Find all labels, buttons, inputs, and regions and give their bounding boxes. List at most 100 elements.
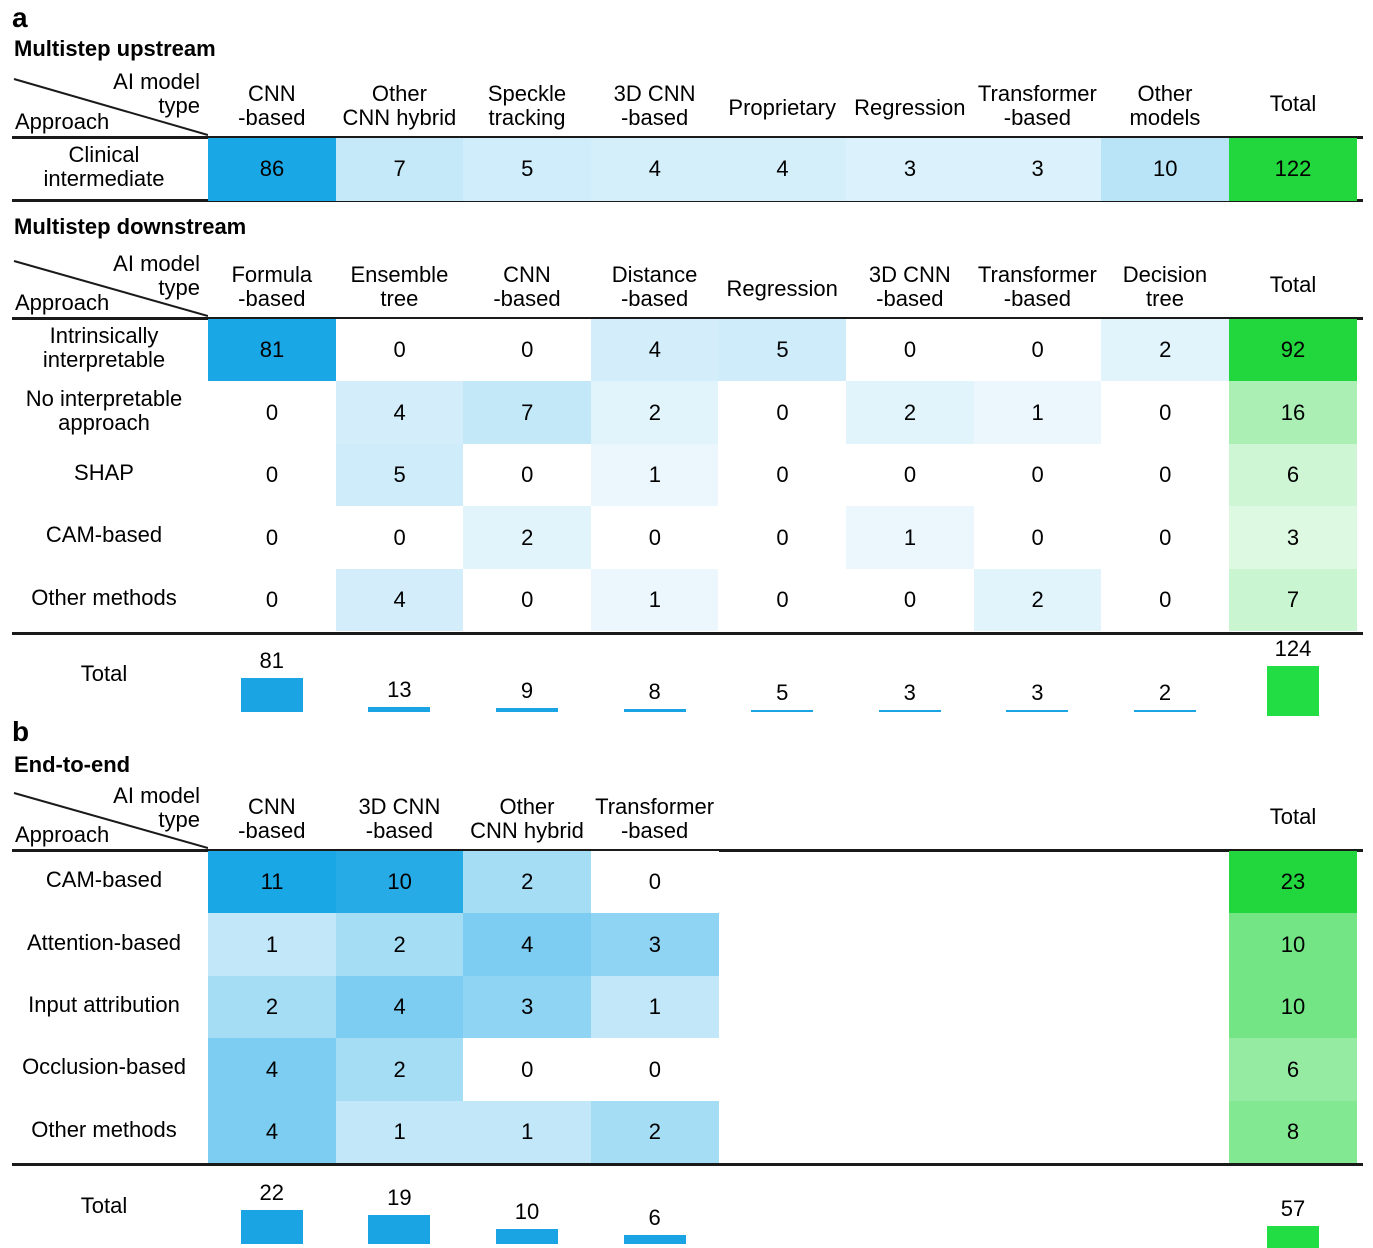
column-header: Regression [854,95,966,120]
row-label: Occlusion-based [22,1054,186,1080]
column-total-bar [368,706,431,712]
column-total-value: 10 [514,1198,540,1224]
heatmap-cell: 4 [590,319,719,382]
row-total-cell: 8 [1229,1100,1357,1164]
heatmap-cell: 4 [718,138,847,201]
column-total-value: 2 [1158,679,1172,705]
corner-label-approach: Approach [15,822,110,847]
corner-diagonal-line [13,260,208,317]
corner-diagonal-line [13,792,208,849]
totals-row-label: Total [80,1193,128,1218]
column-header: Formula -based [231,262,313,311]
heatmap-cell: 0 [590,851,719,914]
heatmap-cell: 86 [208,138,337,201]
column-header: Transformer -based [977,262,1097,311]
grand-total-value: 124 [1274,636,1312,661]
heatmap-cell: 2 [463,851,592,914]
column-header-total: Total [1269,91,1317,116]
row-total-cell: 92 [1229,319,1357,382]
section-title: Multistep downstream [14,214,247,239]
column-total-bar [1006,709,1069,712]
heatmap-cell: 4 [208,1038,337,1102]
heatmap-cell: 0 [590,1038,719,1102]
column-header: Transformer -based [595,794,715,843]
heatmap-cell: 0 [718,381,847,445]
heatmap-cell: 0 [208,443,337,507]
column-total-value: 3 [903,679,916,705]
heatmap-cell: 5 [718,319,847,382]
heatmap-cell: 4 [335,975,464,1039]
bottom-rule [12,1163,1363,1166]
row-total-cell: 10 [1229,975,1357,1039]
column-total-bar [623,708,686,712]
column-total-value: 3 [1031,679,1044,705]
heatmap-cell: 0 [463,319,592,382]
heatmap-cell: 11 [208,851,337,914]
heatmap-cell: 4 [590,138,719,201]
column-total-bar [623,1234,686,1244]
heatmap-cell: 0 [463,1038,592,1102]
column-total-value: 22 [259,1180,285,1205]
grand-total-value: 57 [1280,1196,1306,1221]
heatmap-cell: 7 [335,138,464,201]
heatmap-cell: 10 [335,851,464,914]
row-label: No interpretable approach [25,385,183,435]
row-total-cell: 3 [1229,506,1357,570]
heatmap-cell: 0 [973,443,1102,507]
heatmap-cell: 3 [973,138,1102,201]
corner-label-model-type: AI model type [113,251,200,300]
column-header: Distance -based [611,262,698,311]
column-total-value: 5 [776,679,789,705]
heatmap-cell: 0 [335,319,464,382]
heatmap-cell: 2 [846,381,975,445]
heatmap-cell: 4 [463,913,592,977]
column-total-bar [496,708,558,712]
panel-letter: b [12,716,30,747]
column-header: 3D CNN -based [868,262,951,311]
corner-diagonal-line [13,78,208,136]
heatmap-cell: 0 [335,506,464,570]
column-total-value: 8 [648,678,661,704]
column-header-total: Total [1269,272,1317,297]
column-header: 3D CNN -based [613,81,696,130]
column-header: CNN -based [238,794,306,843]
column-header: 3D CNN -based [358,794,441,843]
row-total-cell: 6 [1229,443,1357,507]
heatmap-cell: 0 [463,568,592,632]
heatmap-cell: 5 [335,443,464,507]
heatmap-cell: 0 [1101,568,1230,632]
heatmap-cell: 1 [208,913,337,977]
grand-total-bar [1267,1226,1319,1248]
corner-label-approach: Approach [15,109,110,134]
heatmap-cell: 1 [335,1100,464,1164]
row-label: SHAP [74,460,134,485]
heatmap-cell: 0 [846,443,975,507]
heatmap-cell: 0 [463,443,592,507]
heatmap-cell: 0 [590,506,719,570]
column-header: Other models [1129,81,1201,130]
panel-letter: a [12,2,28,33]
row-label: Other methods [31,1116,177,1142]
column-header: Regression [726,276,838,301]
heatmap-cell: 4 [208,1100,337,1164]
heatmap-cell: 1 [973,381,1102,445]
row-label: Input attribution [28,992,180,1017]
heatmap-cell: 0 [208,381,337,445]
heatmap-cell: 2 [208,975,337,1039]
heatmap-cell: 2 [463,506,592,570]
heatmap-cell: 0 [718,443,847,507]
heatmap-cell: 3 [590,913,719,977]
heatmap-cell: 1 [463,1100,592,1164]
heatmap-cell: 0 [1101,443,1230,507]
section-title: Multistep upstream [14,36,216,61]
heatmap-cell: 3 [463,975,592,1039]
column-total-value: 9 [520,678,534,704]
heatmap-cell: 2 [973,568,1102,632]
heatmap-cell: 1 [590,568,719,632]
section-title: End-to-end [14,752,131,777]
row-label: Intrinsically interpretable [42,323,166,373]
heatmap-cell: 1 [846,506,975,570]
heatmap-cell: 81 [208,319,337,382]
heatmap-cell: 0 [718,506,847,570]
column-total-value: 81 [259,648,285,673]
